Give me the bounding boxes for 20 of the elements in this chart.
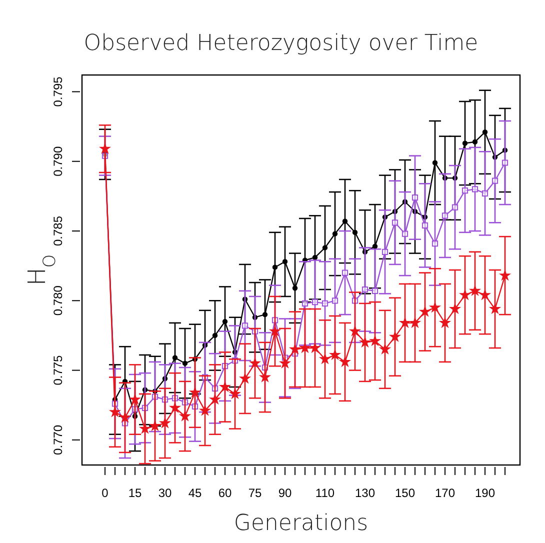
y-tick-label: 0.785 [51, 216, 65, 246]
x-axis-title: Generations [234, 511, 368, 536]
y-tick-label: 0.795 [51, 76, 65, 107]
y-tick-label: 0.780 [51, 285, 65, 316]
x-tick-label: 0 [102, 486, 109, 500]
x-tick-label: 130 [354, 486, 376, 500]
y-tick-label: 0.770 [51, 424, 65, 455]
y-tick-label: 0.790 [51, 146, 65, 176]
x-tick-label: 90 [278, 486, 292, 500]
x-tick-label: 15 [128, 486, 142, 500]
chart-title: Observed Heterozygosity over Time [84, 31, 478, 56]
y-tick-label: 0.775 [51, 354, 65, 386]
x-tick-label: 110 [315, 486, 335, 500]
x-tick-label: 190 [474, 486, 496, 500]
x-tick-label: 150 [394, 486, 416, 500]
x-tick-label: 30 [158, 486, 172, 500]
x-tick-label: 170 [434, 486, 456, 500]
x-tick-label: 45 [188, 486, 202, 500]
x-tick-label: 75 [248, 486, 262, 500]
x-tick-label: 60 [218, 486, 232, 500]
